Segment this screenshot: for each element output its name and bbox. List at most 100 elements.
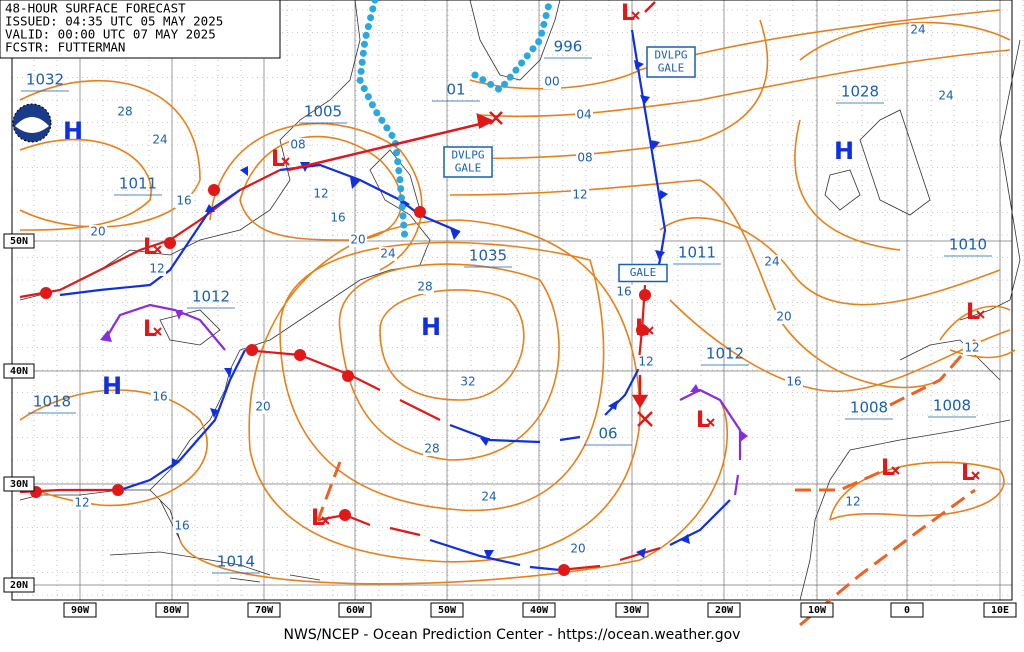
low-center: L [621, 1, 635, 26]
isobar-label-bg [173, 519, 191, 533]
pressure-label: 1012 [706, 345, 744, 363]
map-shape [179, 399, 728, 585]
pressure-label: 1018 [33, 393, 71, 411]
isobar-label-bg [289, 138, 307, 152]
isobar-label-bg [89, 225, 107, 239]
map-shape [30, 184, 651, 576]
map-shape [159, 309, 221, 346]
map-frame [11, 0, 1013, 601]
low-x [153, 245, 162, 254]
map-shape [104, 303, 226, 351]
longitude-label: 70W [255, 605, 274, 616]
isobar-label-bg [312, 187, 330, 201]
isobar-label-bg [175, 194, 193, 208]
isobar-label: 20 [776, 310, 791, 324]
pressure-label: 1035 [469, 247, 507, 265]
pressure-label: 1012 [192, 288, 230, 306]
isobar-label-bg [148, 262, 166, 276]
isobar-label: 12 [149, 262, 164, 276]
map-shape [209, 122, 423, 271]
pressure-label: 1010 [949, 236, 987, 254]
longitude-label: 0 [904, 605, 910, 616]
map-shape [449, 423, 581, 444]
arrows [287, 1, 656, 427]
lon-box [615, 602, 649, 618]
lat-box [3, 577, 35, 593]
header-box [0, 0, 281, 59]
lat-box [3, 233, 35, 249]
isobar-label: 24 [481, 490, 496, 504]
lat-box [3, 476, 35, 492]
map-shape [414, 206, 426, 218]
latitude-label: 40N [10, 366, 28, 377]
header-line: FCSTR: FUTTERMAN [5, 40, 125, 55]
isobar-label: 20 [350, 233, 365, 247]
pressure-label: 1014 [217, 553, 255, 571]
map-shape [208, 184, 220, 196]
map-shape [899, 339, 1001, 381]
isobar-label: 24 [910, 23, 925, 37]
isobar-label-bg [73, 496, 91, 510]
low-x [153, 327, 162, 336]
isobar-label-bg [785, 375, 803, 389]
map-shape [119, 349, 246, 492]
isobar-label: 16 [330, 211, 345, 225]
map-shape [799, 419, 1011, 601]
isobar-label: 16 [152, 390, 167, 404]
isobar-label: 12 [964, 341, 979, 355]
latitude-label: 20N [10, 580, 28, 591]
map-shape [19, 0, 361, 301]
isobar-label-bg [909, 23, 927, 37]
map-shape [287, 122, 481, 172]
labels: 90W 80W 70W 60W 50W 40W 30W 20W 10W 0 10E 50N 40N 30N… [3, 1, 1017, 618]
isobar-label-bg [763, 255, 781, 269]
longitude-label: 60W [346, 605, 365, 616]
map-shape [659, 217, 1001, 306]
high-center: H [421, 313, 441, 341]
warning-text: GALE [630, 266, 657, 279]
map-shape [859, 109, 931, 216]
isobar-label-bg [615, 285, 633, 299]
map-shape [294, 349, 306, 361]
low-center: L [881, 456, 895, 481]
map-shape [109, 551, 321, 583]
high-center: H [102, 372, 122, 400]
isobar-label-bg [637, 355, 655, 369]
map-shape [316, 461, 342, 521]
pressure-label: 06 [598, 425, 617, 443]
lon-box [155, 602, 189, 618]
map-shape [244, 348, 441, 421]
low-x [281, 157, 290, 166]
map-shape [342, 370, 354, 382]
isobar-label-bg [576, 151, 594, 165]
isobar-label-bg [543, 75, 561, 89]
low-x [645, 326, 654, 335]
warning-text: GALE [455, 162, 482, 175]
lon-box [890, 602, 924, 618]
pressure-label: 1011 [119, 175, 157, 193]
isobar-label-bg [349, 233, 367, 247]
warning-box [618, 263, 668, 283]
isobar-label: 24 [938, 89, 953, 103]
low-x [321, 516, 330, 525]
noaa-logo [12, 103, 52, 143]
isobar-label: 12 [845, 495, 860, 509]
lon-box [430, 602, 464, 618]
isobar-label-bg [937, 89, 955, 103]
isobar-label-bg [844, 495, 862, 509]
isobar-label: 12 [74, 496, 89, 510]
map-shape [795, 468, 886, 492]
low-x [706, 418, 715, 427]
pressure-label: 1011 [678, 244, 716, 262]
isobar-label: 08 [577, 151, 592, 165]
map-shape [639, 289, 651, 301]
isobar-label-bg [569, 542, 587, 556]
isobar-label-bg [423, 442, 441, 456]
map-shape [19, 389, 208, 507]
isobar-label: 20 [255, 400, 270, 414]
latitude-label: 30N [10, 479, 28, 490]
lon-box [247, 602, 281, 618]
longitude-label: 40W [530, 605, 549, 616]
isobar-label-bg [775, 310, 793, 324]
pressure-label: 1005 [304, 103, 342, 121]
